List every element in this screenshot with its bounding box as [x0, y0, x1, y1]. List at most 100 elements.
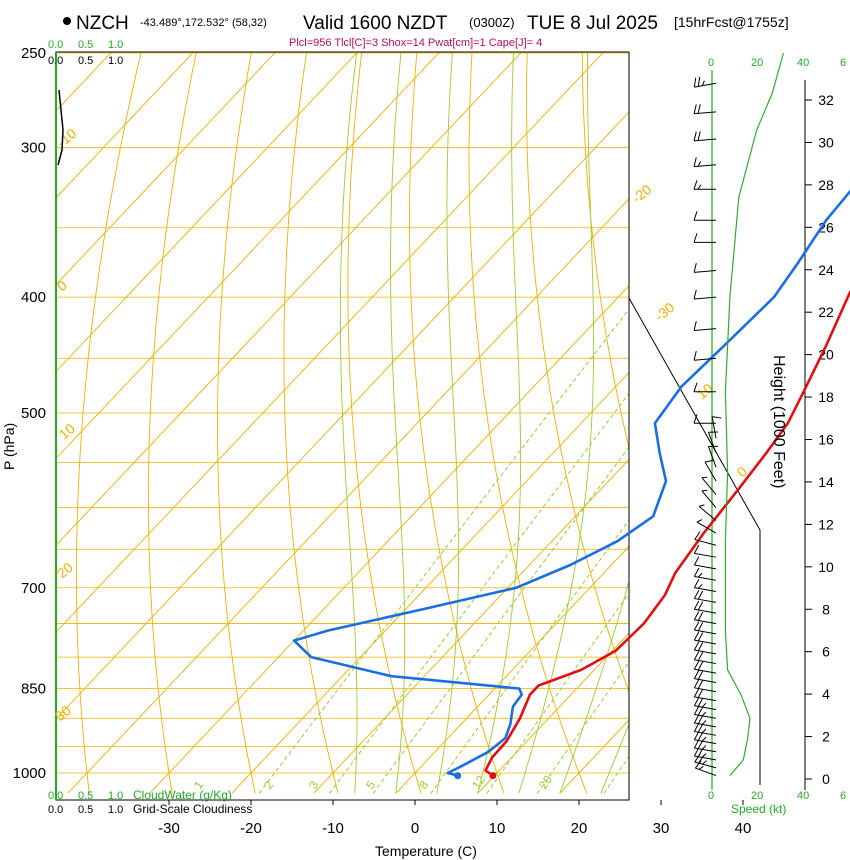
- speed-bottom-tick-1: 20: [751, 790, 763, 802]
- wind-barb-flag: [701, 728, 707, 734]
- station-name: NZCH: [76, 13, 129, 34]
- wind-barb-flag: [693, 660, 700, 670]
- wind-barb-staff: [711, 416, 717, 439]
- speed-top-tick-0: 0: [708, 57, 714, 69]
- wind-barb-flag: [693, 131, 697, 141]
- wind-barb-icon: [693, 544, 717, 558]
- station-dot-icon: [63, 17, 71, 25]
- wind-barb-flag: [693, 104, 697, 114]
- wind-barb-flag: [704, 459, 715, 463]
- wind-barb-icon: [693, 688, 717, 702]
- moist-adiabat: [559, 579, 629, 794]
- valid-date: TUE 8 Jul 2025: [527, 13, 658, 34]
- wind-barb-staff: [695, 767, 717, 777]
- wind-barb-flag: [693, 651, 700, 660]
- dry-adiabat: [217, 52, 256, 794]
- isotherm-line: [56, 52, 277, 286]
- mixing-ratio-line: [329, 392, 629, 794]
- dry-adiabat: [409, 52, 505, 794]
- isotherm-line: [149, 285, 629, 794]
- wind-barb-flag: [693, 211, 698, 221]
- wind-barb-icon: [693, 660, 717, 674]
- speed-profile-line: [724, 52, 785, 776]
- height-tick-label: 0: [822, 771, 830, 787]
- cloudiness-top-tick-0: 0.0: [48, 55, 63, 67]
- wind-barb-staff: [694, 739, 717, 745]
- wind-barb-flag: [701, 711, 707, 717]
- wind-barb-flag: [693, 731, 700, 741]
- wind-barb-flag: [693, 714, 700, 724]
- wind-barb-flag: [701, 489, 708, 492]
- wind-barb-flag: [693, 233, 698, 243]
- isotherm-line: [56, 111, 629, 720]
- valid-time: Valid 1600 NZDT: [303, 13, 448, 34]
- cloudiness-bottom-tick-2: 1.0: [108, 804, 123, 816]
- wind-barb-staff: [694, 649, 717, 655]
- wind-barb-flag: [701, 702, 707, 708]
- dry-adiabat: [75, 52, 142, 794]
- height-axis-label: Height (1000 Feet): [770, 355, 787, 488]
- wind-barb-flag: [702, 760, 707, 765]
- height-tick-label: 8: [822, 601, 830, 617]
- wind-barb-flag: [693, 641, 700, 651]
- cloudiness-top-tick-2: 1.0: [108, 55, 123, 67]
- wind-barb-staff: [694, 296, 717, 300]
- wind-barb-flag: [697, 632, 704, 642]
- wind-barb-staff: [694, 608, 717, 614]
- wind-barb-flag: [693, 621, 700, 631]
- wind-barb-icon: [693, 180, 716, 190]
- wind-barb-flag: [694, 531, 701, 540]
- height-tick-label: 4: [822, 686, 830, 702]
- wind-barb-icon: [693, 579, 717, 592]
- isotherm-line: [67, 198, 629, 794]
- y-axis-label: P (hPa): [1, 423, 17, 470]
- wind-barb-flag: [693, 631, 700, 641]
- wind-barb-flag: [697, 697, 704, 707]
- wind-barb-flag: [697, 601, 704, 611]
- temperature-surface-point: [489, 772, 497, 780]
- wind-barb-icon: [693, 321, 717, 332]
- wind-barb-icon: [693, 233, 716, 243]
- dry-adiabat: [526, 52, 629, 694]
- x-tick-label: 20: [571, 820, 588, 837]
- wind-barb-icon: [698, 504, 717, 521]
- wind-barb-flag: [693, 544, 700, 554]
- wind-barb-icon: [693, 556, 717, 570]
- wind-barb-flag: [693, 289, 697, 300]
- dewpoint-surface-point: [454, 772, 462, 780]
- wind-barb-staff: [694, 357, 717, 361]
- wind-barb-staff: [694, 639, 717, 645]
- wind-barb-staff: [708, 446, 717, 468]
- p-tick-label: 300: [21, 140, 46, 157]
- wind-barb-icon: [696, 519, 717, 534]
- height-tick-label: 2: [822, 729, 830, 745]
- wind-barb-flag: [693, 157, 697, 167]
- height-tick-label: 18: [818, 389, 834, 405]
- moist-adiabat: [477, 52, 522, 794]
- wind-barb-flag: [698, 765, 704, 770]
- wind-barb-staff: [694, 705, 717, 711]
- wind-barb-staff: [694, 575, 717, 581]
- height-tick-label: 20: [818, 347, 834, 363]
- wind-barb-staff: [694, 722, 717, 728]
- p-tick-label: 500: [21, 405, 46, 422]
- wind-barb-flag: [697, 584, 703, 589]
- wind-barb-flag: [701, 753, 707, 758]
- speed-bottom-tick-3: 6: [840, 790, 846, 802]
- wind-barb-flag: [693, 697, 700, 706]
- dry-adiabat: [468, 52, 588, 794]
- wind-barb-icon: [693, 697, 717, 711]
- isotherm-line: [477, 632, 629, 794]
- isotherm-line: [56, 52, 605, 633]
- wind-barb-staff: [694, 564, 717, 570]
- height-tick-label: 32: [818, 92, 834, 108]
- wind-barb-staff: [698, 505, 717, 521]
- wind-barb-icon: [693, 705, 717, 719]
- wind-barb-flag: [693, 611, 700, 621]
- cloudwater-top-tick-1: 0.5: [78, 39, 93, 51]
- wind-layer: [693, 52, 785, 777]
- wind-barb-flag: [697, 679, 704, 689]
- wind-barb-staff: [694, 552, 717, 558]
- wind-barb-flag: [701, 720, 707, 725]
